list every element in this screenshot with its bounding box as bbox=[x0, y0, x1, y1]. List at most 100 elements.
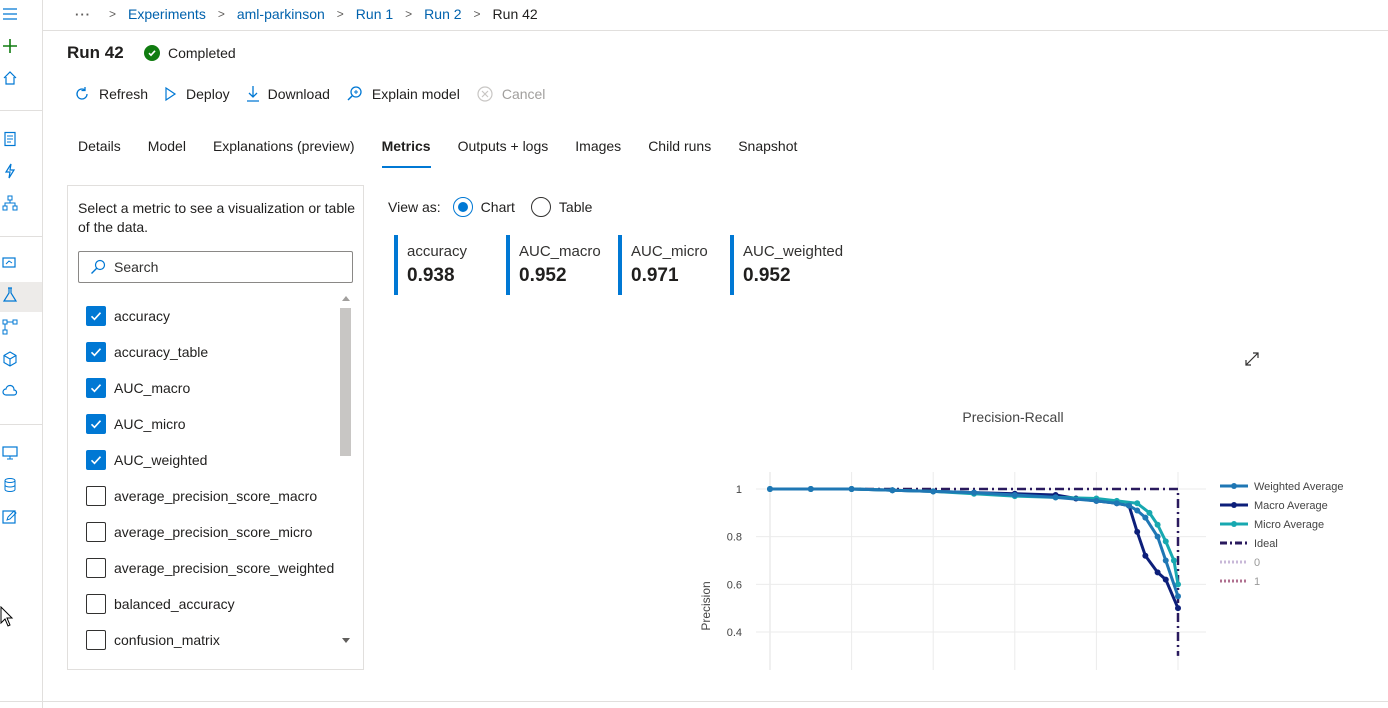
scroll-thumb[interactable] bbox=[340, 308, 351, 456]
metric-checkbox-item[interactable]: AUC_macro bbox=[86, 370, 334, 406]
tab-snapshot[interactable]: Snapshot bbox=[738, 138, 798, 154]
metric-checkbox-item[interactable]: confusion_matrix bbox=[86, 622, 334, 658]
metric-checkbox-label: AUC_weighted bbox=[114, 452, 208, 468]
refresh-label: Refresh bbox=[99, 86, 149, 102]
metric-checkbox-item[interactable]: accuracy_table bbox=[86, 334, 334, 370]
mouse-cursor-icon bbox=[0, 606, 14, 627]
endpoints-icon[interactable] bbox=[2, 383, 18, 399]
metric-checkbox-label: average_precision_score_macro bbox=[114, 488, 318, 504]
nav-divider bbox=[0, 110, 42, 111]
view-table-label: Table bbox=[558, 199, 593, 215]
chart-data-point bbox=[1175, 593, 1181, 600]
tab-images[interactable]: Images bbox=[575, 138, 622, 154]
cancel-button[interactable]: Cancel bbox=[476, 84, 545, 104]
metric-checkbox-label: AUC_micro bbox=[114, 416, 186, 432]
tab-metrics[interactable]: Metrics bbox=[381, 138, 431, 168]
checkbox-checked-icon[interactable] bbox=[86, 342, 106, 362]
metric-checkbox-item[interactable]: AUC_weighted bbox=[86, 442, 334, 478]
nav-divider bbox=[0, 424, 42, 425]
tab-details[interactable]: Details bbox=[78, 138, 121, 154]
checkbox-unchecked-icon[interactable] bbox=[86, 558, 106, 578]
explain-model-button[interactable]: Explain model bbox=[346, 84, 460, 104]
explain-model-label: Explain model bbox=[371, 86, 460, 102]
bottom-divider bbox=[0, 701, 1388, 702]
metric-checkbox-item[interactable]: average_precision_score_weighted bbox=[86, 550, 334, 586]
chart-legend-label[interactable]: Macro Average bbox=[1254, 500, 1328, 512]
chevron-right-icon: > bbox=[109, 7, 117, 21]
notebook-icon[interactable] bbox=[2, 131, 18, 147]
view-chart-radio[interactable]: Chart bbox=[452, 197, 515, 217]
download-button[interactable]: Download bbox=[246, 84, 330, 104]
breadcrumb-experiments[interactable]: Experiments bbox=[128, 6, 206, 22]
metric-select-panel: Select a metric to see a visualization o… bbox=[67, 185, 364, 670]
left-nav bbox=[0, 0, 43, 708]
refresh-button[interactable]: Refresh bbox=[73, 84, 148, 104]
breadcrumb-run-1[interactable]: Run 1 bbox=[355, 6, 394, 22]
chart-legend-label[interactable]: 1 bbox=[1254, 576, 1260, 588]
metric-checkbox-item[interactable]: accuracy bbox=[86, 298, 334, 334]
view-table-radio[interactable]: Table bbox=[530, 197, 593, 217]
labeling-icon[interactable] bbox=[2, 509, 18, 525]
tab-model[interactable]: Model bbox=[147, 138, 186, 154]
checkbox-unchecked-icon[interactable] bbox=[86, 630, 106, 650]
checkbox-unchecked-icon[interactable] bbox=[86, 486, 106, 506]
tab-child-runs[interactable]: Child runs bbox=[648, 138, 712, 154]
radio-selected-icon bbox=[452, 197, 473, 217]
metric-card: accuracy 0.938 bbox=[394, 235, 506, 295]
compute-icon[interactable] bbox=[2, 445, 18, 461]
play-icon bbox=[165, 86, 177, 102]
checkbox-checked-icon[interactable] bbox=[86, 378, 106, 398]
metric-checkbox-label: accuracy bbox=[114, 308, 171, 324]
chart-y-tick-label: 0.6 bbox=[727, 579, 742, 591]
download-label: Download bbox=[267, 86, 330, 102]
metric-checkbox-item[interactable]: AUC_micro bbox=[86, 406, 334, 442]
chart-y-tick-label: 0.8 bbox=[727, 532, 742, 544]
checkbox-checked-icon[interactable] bbox=[86, 306, 106, 326]
scroll-down-arrow-icon[interactable] bbox=[342, 638, 350, 643]
datastores-icon[interactable] bbox=[2, 477, 18, 493]
metric-card-name: AUC_micro bbox=[631, 243, 708, 260]
chart-series bbox=[767, 486, 1181, 656]
home-icon[interactable] bbox=[2, 70, 18, 86]
page-title: Run 42 bbox=[67, 43, 124, 62]
models-icon[interactable] bbox=[2, 351, 18, 367]
scroll-up-arrow-icon[interactable] bbox=[342, 296, 350, 301]
pipelines-icon[interactable] bbox=[2, 319, 18, 335]
breadcrumb-run-2[interactable]: Run 2 bbox=[424, 6, 462, 22]
chart-data-point bbox=[1175, 605, 1181, 612]
chart-data-point bbox=[1126, 502, 1133, 509]
metric-checkbox-label: confusion_matrix bbox=[114, 632, 220, 648]
breadcrumb-overflow-button[interactable]: ··· bbox=[75, 6, 91, 22]
checkbox-unchecked-icon[interactable] bbox=[86, 522, 106, 542]
tab-outputs-logs[interactable]: Outputs + logs bbox=[457, 138, 549, 154]
metric-search-input[interactable]: Search bbox=[78, 251, 353, 283]
automl-icon[interactable] bbox=[2, 163, 18, 179]
experiments-icon[interactable] bbox=[2, 287, 18, 303]
chart-data-point bbox=[971, 489, 977, 496]
metric-list-scrollbar[interactable] bbox=[340, 294, 352, 659]
chart-legend-label[interactable]: Micro Average bbox=[1254, 519, 1324, 531]
chart-legend-label[interactable]: Weighted Average bbox=[1254, 481, 1344, 493]
chart-legend-label[interactable]: 0 bbox=[1254, 557, 1260, 569]
checkbox-unchecked-icon[interactable] bbox=[86, 594, 106, 614]
chart-data-point bbox=[1154, 533, 1161, 540]
breadcrumb-experiment[interactable]: aml-parkinson bbox=[236, 6, 325, 22]
metric-checkbox-item[interactable]: balanced_accuracy bbox=[86, 586, 334, 622]
metric-checkbox-item[interactable]: average_precision_score_micro bbox=[86, 514, 334, 550]
metric-checkbox-item[interactable]: average_precision_score_macro bbox=[86, 478, 334, 514]
chart-legend-label[interactable]: Ideal bbox=[1254, 538, 1278, 550]
datasets-icon[interactable] bbox=[2, 255, 18, 271]
top-bar: ··· > Experiments > aml-parkinson > Run … bbox=[43, 0, 1388, 31]
metric-checkbox-label: average_precision_score_micro bbox=[114, 524, 313, 540]
expand-icon[interactable] bbox=[1244, 351, 1260, 367]
designer-icon[interactable] bbox=[2, 195, 18, 211]
view-chart-label: Chart bbox=[480, 199, 515, 215]
hamburger-icon[interactable] bbox=[2, 6, 18, 22]
checkbox-checked-icon[interactable] bbox=[86, 450, 106, 470]
checkbox-checked-icon[interactable] bbox=[86, 414, 106, 434]
tab-explanations[interactable]: Explanations (preview) bbox=[212, 138, 355, 154]
plus-icon[interactable] bbox=[2, 38, 18, 54]
deploy-button[interactable]: Deploy bbox=[164, 84, 230, 104]
chart-series-line bbox=[770, 487, 1180, 597]
zoom-explain-icon bbox=[347, 86, 362, 101]
